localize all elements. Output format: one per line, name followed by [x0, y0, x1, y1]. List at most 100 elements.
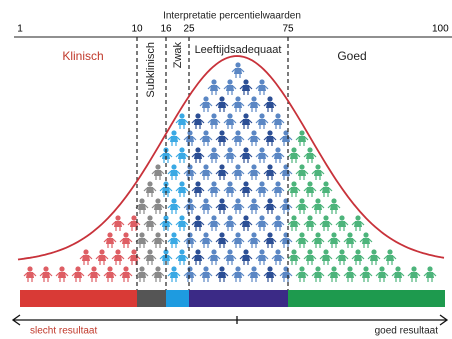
figure-head	[339, 249, 344, 254]
figure-body	[170, 170, 178, 176]
figure	[168, 130, 180, 146]
figure	[320, 249, 332, 265]
figure	[264, 198, 276, 214]
figure-body	[242, 221, 250, 227]
figure-head	[243, 181, 248, 186]
figure-head	[187, 266, 192, 271]
figure	[248, 232, 260, 248]
figure-body	[274, 255, 282, 261]
figure	[200, 266, 212, 282]
figure	[184, 198, 196, 214]
figure	[24, 266, 36, 282]
figure-head	[291, 215, 296, 220]
figure-body	[154, 238, 162, 244]
figure-head	[339, 215, 344, 220]
figure-head	[155, 164, 160, 169]
figure	[352, 215, 364, 231]
zone-bar	[137, 290, 166, 307]
figure-body	[170, 136, 178, 142]
figure	[192, 181, 204, 197]
figure	[216, 198, 228, 214]
title: Interpretatie percentielwaarden	[163, 11, 301, 22]
figure	[264, 164, 276, 180]
figure-head	[315, 232, 320, 237]
figure-body	[306, 153, 314, 159]
figure	[296, 198, 308, 214]
figure-body	[298, 170, 306, 176]
figure-head	[195, 181, 200, 186]
figure-head	[203, 96, 208, 101]
figure-body	[266, 238, 274, 244]
figure	[312, 164, 324, 180]
figure	[336, 249, 348, 265]
figure	[208, 79, 220, 95]
figure-body	[226, 187, 234, 193]
figure	[344, 266, 356, 282]
figure	[224, 147, 236, 163]
figure-head	[227, 113, 232, 118]
figure	[328, 266, 340, 282]
figure	[264, 130, 276, 146]
figure-body	[282, 238, 290, 244]
scale-label: 16	[160, 24, 172, 35]
figure	[216, 164, 228, 180]
figure	[104, 232, 116, 248]
figure	[248, 164, 260, 180]
figure	[152, 232, 164, 248]
figure	[280, 130, 292, 146]
figure	[224, 181, 236, 197]
zone-label: Klinisch	[62, 49, 103, 63]
figure-body	[106, 238, 114, 244]
figure-head	[227, 249, 232, 254]
figure	[104, 266, 116, 282]
figure	[176, 181, 188, 197]
figure-head	[227, 181, 232, 186]
figure-body	[194, 153, 202, 159]
figure-head	[331, 232, 336, 237]
figure-head	[387, 249, 392, 254]
figure	[176, 147, 188, 163]
figure	[240, 215, 252, 231]
figure-body	[210, 187, 218, 193]
figure-body	[338, 221, 346, 227]
figure-body	[346, 238, 354, 244]
figure-head	[371, 249, 376, 254]
figure-head	[395, 266, 400, 271]
figure-body	[298, 238, 306, 244]
figure-body	[234, 170, 242, 176]
figure-body	[426, 272, 434, 278]
figure	[208, 249, 220, 265]
zone-label: Goed	[337, 49, 366, 63]
figure-head	[139, 198, 144, 203]
zone-label: Subklinisch	[145, 42, 157, 98]
figure-body	[314, 272, 322, 278]
figure	[200, 164, 212, 180]
figure-body	[218, 136, 226, 142]
figure-body	[298, 204, 306, 210]
figure	[224, 249, 236, 265]
figure-head	[251, 266, 256, 271]
figure-body	[298, 136, 306, 142]
figure-body	[306, 221, 314, 227]
figure-body	[194, 255, 202, 261]
figure-body	[282, 204, 290, 210]
figure-head	[235, 232, 240, 237]
figure	[304, 181, 316, 197]
figure-body	[386, 255, 394, 261]
figure-head	[259, 181, 264, 186]
figure-head	[171, 164, 176, 169]
figure	[312, 232, 324, 248]
figure-head	[27, 266, 32, 271]
figure-head	[187, 232, 192, 237]
figure-body	[146, 221, 154, 227]
figure-head	[355, 215, 360, 220]
figure-body	[290, 187, 298, 193]
figure-head	[243, 215, 248, 220]
figure-head	[323, 181, 328, 186]
figure-head	[235, 130, 240, 135]
figure-head	[139, 232, 144, 237]
figure-head	[243, 147, 248, 152]
figure	[272, 113, 284, 129]
figure-body	[274, 187, 282, 193]
figure	[248, 266, 260, 282]
